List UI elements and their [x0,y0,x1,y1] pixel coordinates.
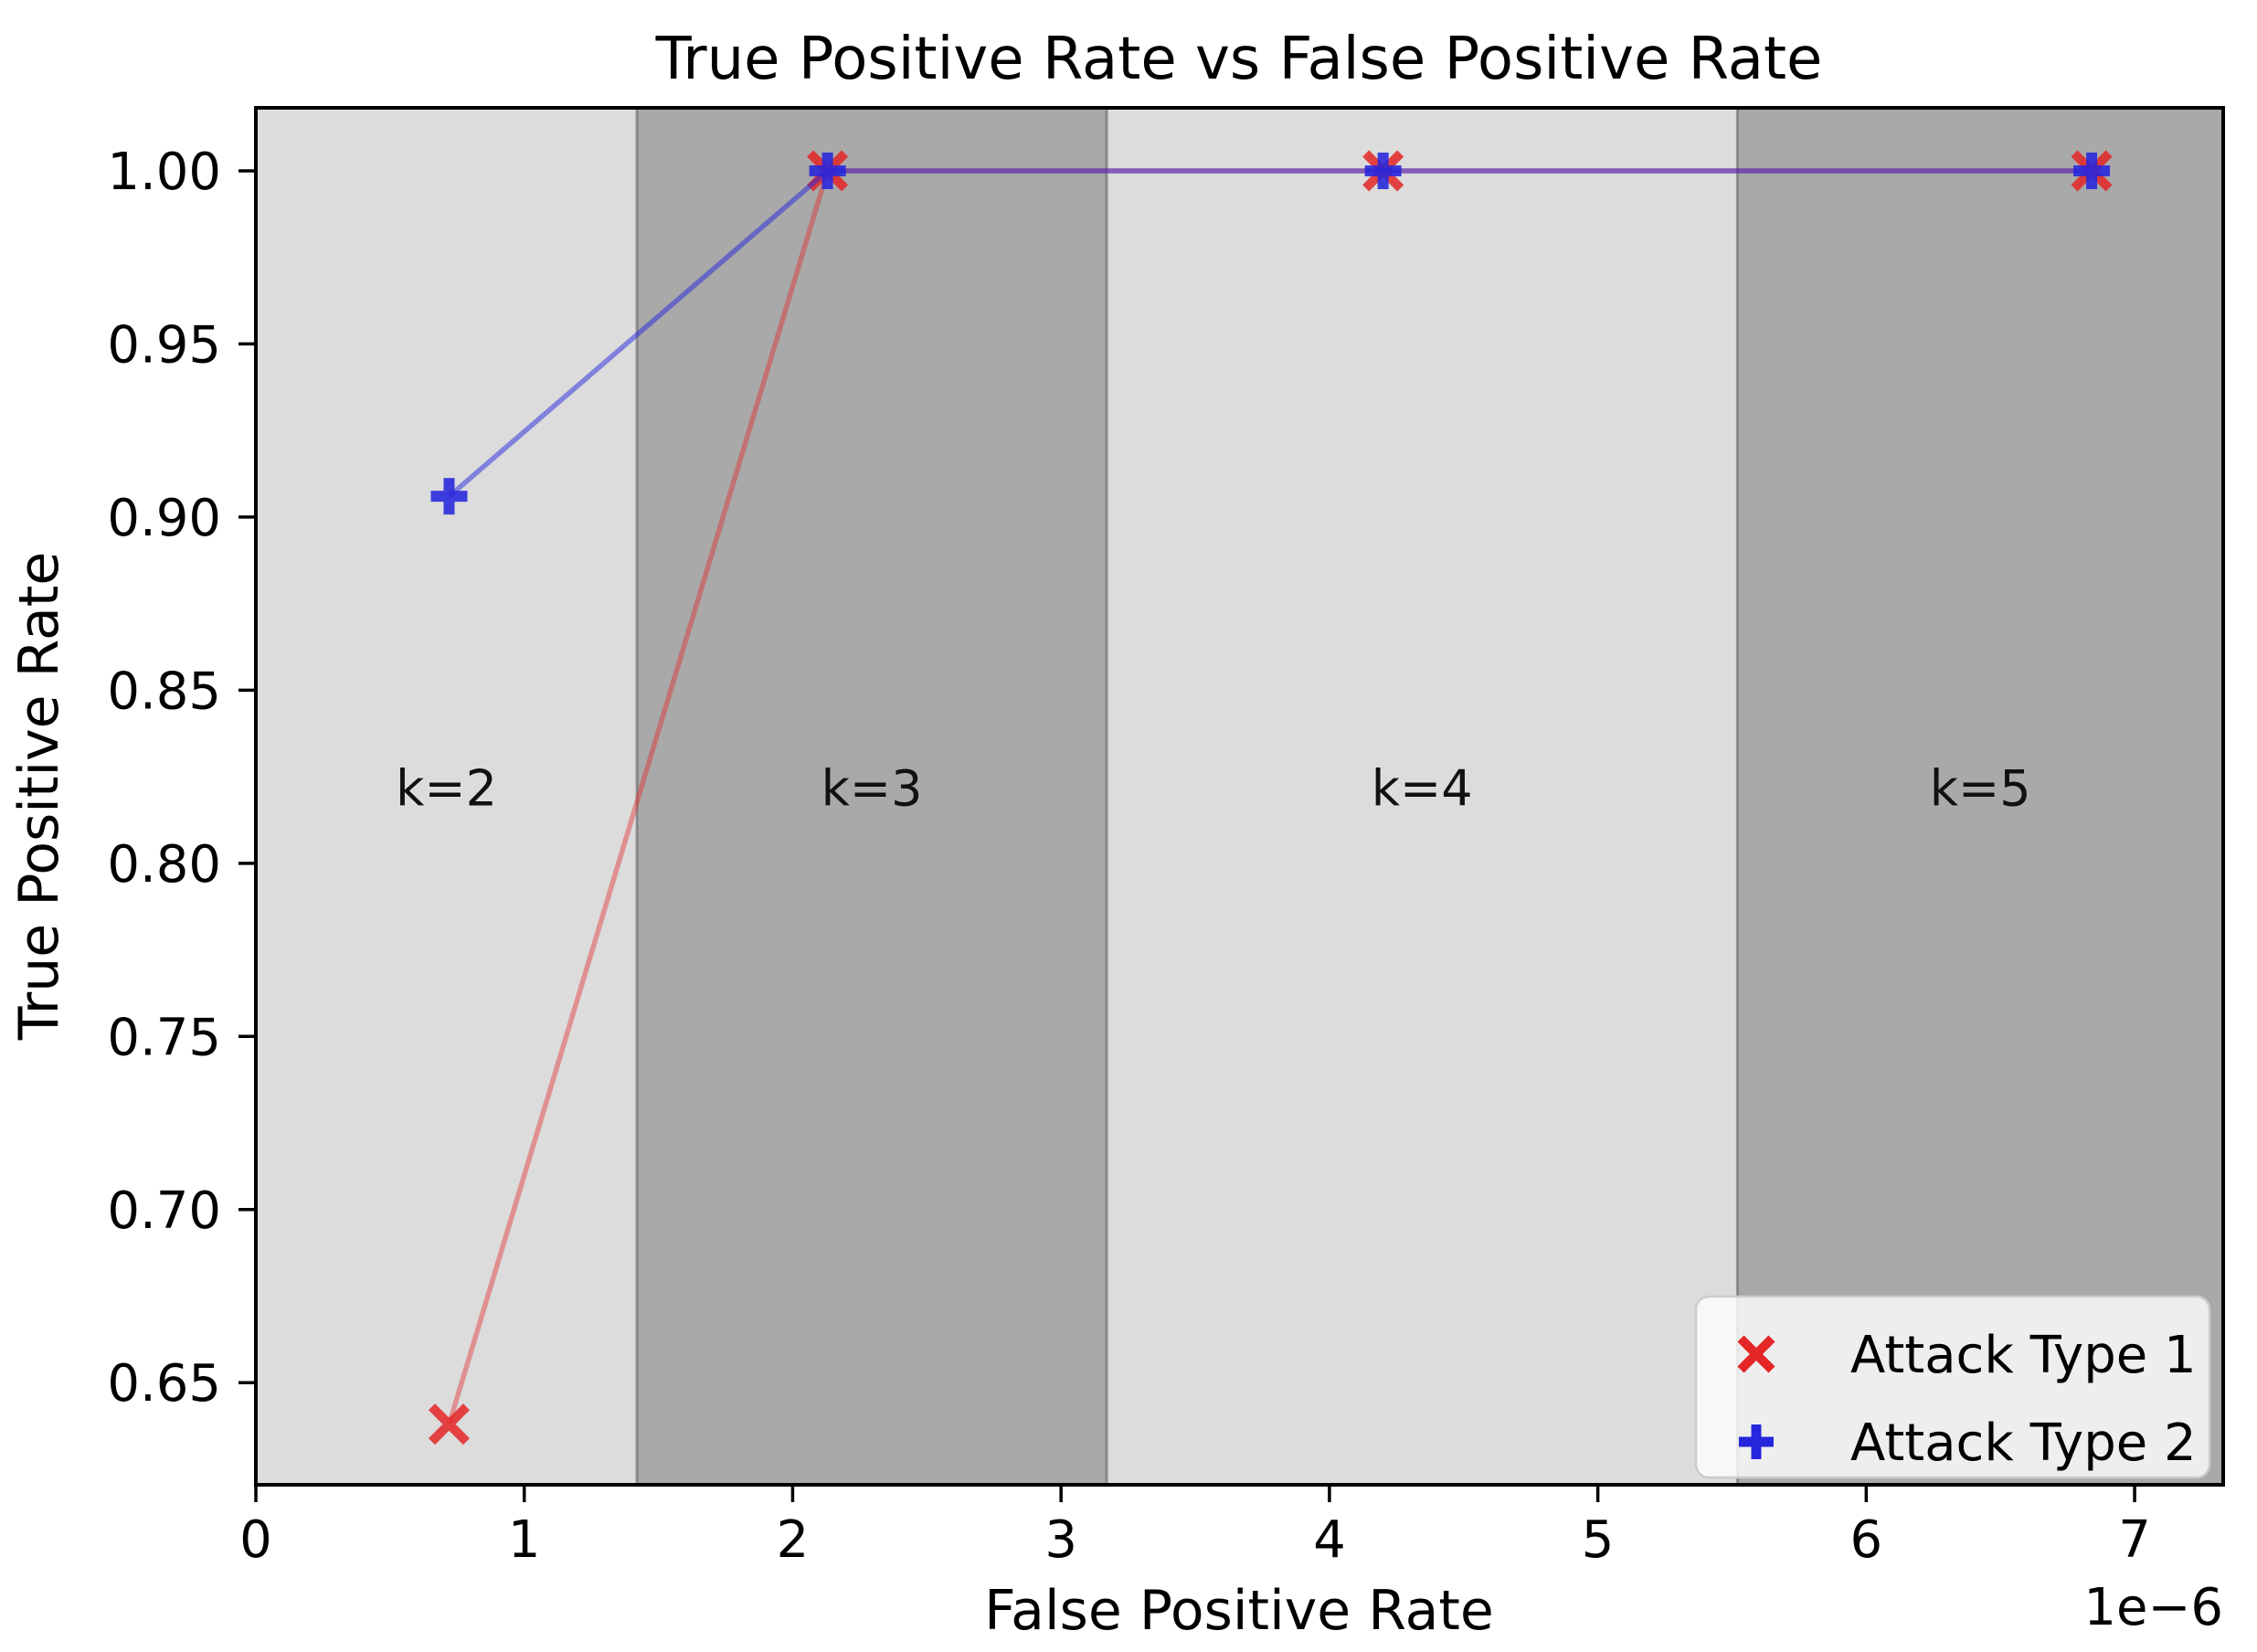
data-point-marker-+ [2073,152,2111,189]
series-line-attack-type-2 [447,168,2093,499]
x-tick-label: 7 [2118,1510,2151,1570]
data-point-marker-+ [1364,152,1402,189]
axes-ticks: 0 1 2 3 4 5 6 7 0.65 0.70 0.75 0.80 0.85 0.90 0.95 1.00 [107,143,2151,1570]
x-axis-offset-label: 1e−6 [2083,1578,2223,1637]
band-regions [256,108,2223,1485]
y-tick-label: 0.95 [107,315,221,375]
y-tick-label: 0.80 [107,835,221,895]
band-labels: k=2 k=3 k=4 k=5 [396,759,2031,817]
y-tick-label: 0.65 [107,1354,221,1414]
band-region-k=2 [256,108,638,1485]
x-tick-label: 0 [239,1510,272,1570]
band-region-k=5 [1737,108,2223,1485]
legend: Attack Type 1 Attack Type 2 [1694,1295,2211,1479]
chart-title: True Positive Rate vs False Positive Rat… [655,26,1823,93]
band-region-k=4 [1107,108,1738,1485]
legend-marker-plus-icon [1739,1424,1774,1459]
x-tick-label: 4 [1313,1510,1346,1570]
plot-border [254,106,2225,1487]
y-tick-label: 0.70 [107,1181,221,1241]
x-tick-label: 1 [508,1510,541,1570]
data-point-marker-x [428,1403,471,1446]
band-label-k4: k=4 [1372,759,1473,817]
band-label-k2: k=2 [396,759,497,817]
x-tick-label: 5 [1582,1510,1615,1570]
band-region-k=3 [637,108,1107,1485]
legend-label-attack-type-2: Attack Type 2 [1850,1414,2197,1473]
legend-box [1694,1295,2211,1479]
x-tick-label: 6 [1850,1510,1883,1570]
band-label-k3: k=3 [821,759,923,817]
y-tick-label: 0.85 [107,662,221,721]
x-tick-label: 2 [777,1510,810,1570]
data-point-marker-+ [430,478,468,515]
legend-label-attack-type-1: Attack Type 1 [1850,1326,2197,1385]
band-label-k5: k=5 [1930,759,2031,817]
legend-marker-x-icon [1737,1335,1775,1373]
y-axis-label: True Positive Rate [7,552,71,1041]
data-point-marker-+ [809,152,846,189]
series [428,150,2113,1446]
x-tick-label: 3 [1044,1510,1077,1570]
y-tick-label: 0.75 [107,1008,221,1067]
y-tick-label: 0.90 [107,489,221,548]
y-tick-label: 1.00 [107,143,221,202]
x-axis-label: False Positive Rate [984,1579,1494,1643]
